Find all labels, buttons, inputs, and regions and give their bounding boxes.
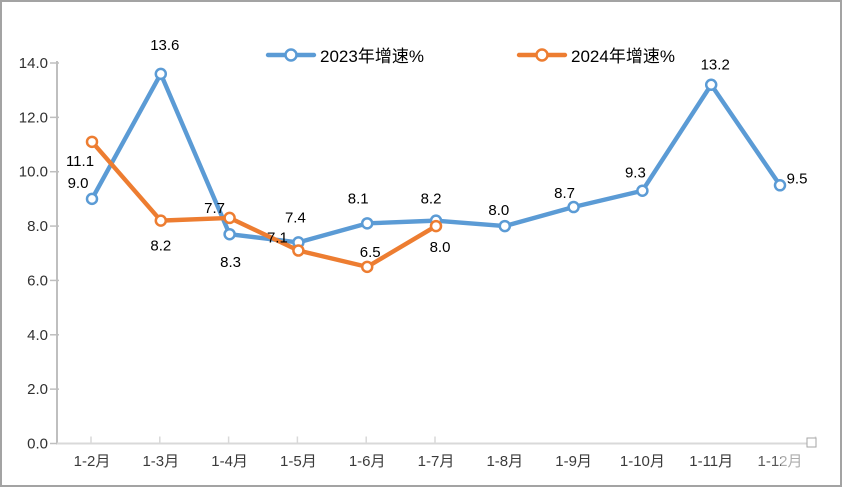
x-tick-label: 1-7月 [418, 453, 455, 470]
data-point-marker [773, 179, 787, 192]
data-point-marker [360, 217, 374, 230]
x-tick-label: 1-4月 [211, 453, 248, 470]
data-point-marker [85, 135, 99, 149]
data-label: 8.1 [348, 190, 369, 207]
legend-item-label: 2024年增速% [571, 47, 675, 66]
data-label: 7.1 [267, 230, 288, 247]
x-tick-label: 1-9月 [555, 453, 592, 470]
data-point-marker [292, 244, 305, 257]
data-label: 8.3 [220, 254, 241, 271]
y-tick-label: 12.0 [19, 109, 48, 126]
data-label: 8.0 [430, 239, 451, 256]
data-point-marker [498, 219, 512, 233]
y-tick-label: 0.0 [27, 436, 48, 453]
data-label: 8.2 [150, 238, 171, 255]
x-tick-label: 1-3月 [142, 453, 179, 470]
data-point-marker [360, 260, 374, 274]
y-tick-label: 10.0 [19, 164, 48, 181]
legend-marker-point [535, 48, 549, 62]
data-label: 8.2 [421, 191, 442, 208]
overlay-patch [781, 446, 831, 472]
legend-item-label: 2023年增速% [320, 47, 424, 66]
data-point-marker [85, 192, 99, 206]
y-tick-label: 2.0 [27, 381, 48, 398]
data-label: 13.2 [701, 57, 730, 74]
data-label: 9.3 [625, 165, 646, 182]
legend-marker-point [284, 48, 298, 62]
y-tick-label: 6.0 [27, 272, 48, 289]
data-point-marker [704, 78, 718, 91]
data-label: 11.1 [66, 153, 94, 170]
x-tick-label: 1-2月 [74, 453, 111, 470]
data-point-marker [636, 184, 649, 197]
y-tick-label: 4.0 [27, 327, 48, 344]
data-label: 13.6 [150, 37, 179, 54]
data-point-marker [154, 214, 168, 227]
data-point-marker [223, 211, 236, 225]
x-tick-label: 1-11月 [689, 453, 733, 470]
x-tick-label: 1-5月 [280, 453, 317, 470]
x-tick-label: 1-10月 [620, 453, 665, 470]
data-point-marker [223, 227, 236, 241]
data-point-marker [567, 200, 580, 214]
data-label: 8.7 [554, 185, 575, 202]
y-tick-label: 14.0 [19, 55, 48, 72]
data-label: 7.4 [285, 209, 306, 226]
data-label: 9.5 [787, 170, 808, 187]
data-label: 9.0 [68, 175, 89, 192]
data-point-marker [429, 219, 443, 233]
data-label: 7.7 [204, 200, 225, 217]
x-tick-label: 1-6月 [349, 453, 386, 470]
x-tick-label: 1-8月 [486, 453, 523, 470]
y-tick-label: 8.0 [27, 218, 48, 235]
data-label: 8.0 [488, 202, 509, 219]
data-label: 6.5 [360, 244, 381, 261]
series-line-2024 [89, 139, 439, 270]
axis-selection-handle [806, 437, 817, 448]
data-point-marker [154, 67, 168, 81]
